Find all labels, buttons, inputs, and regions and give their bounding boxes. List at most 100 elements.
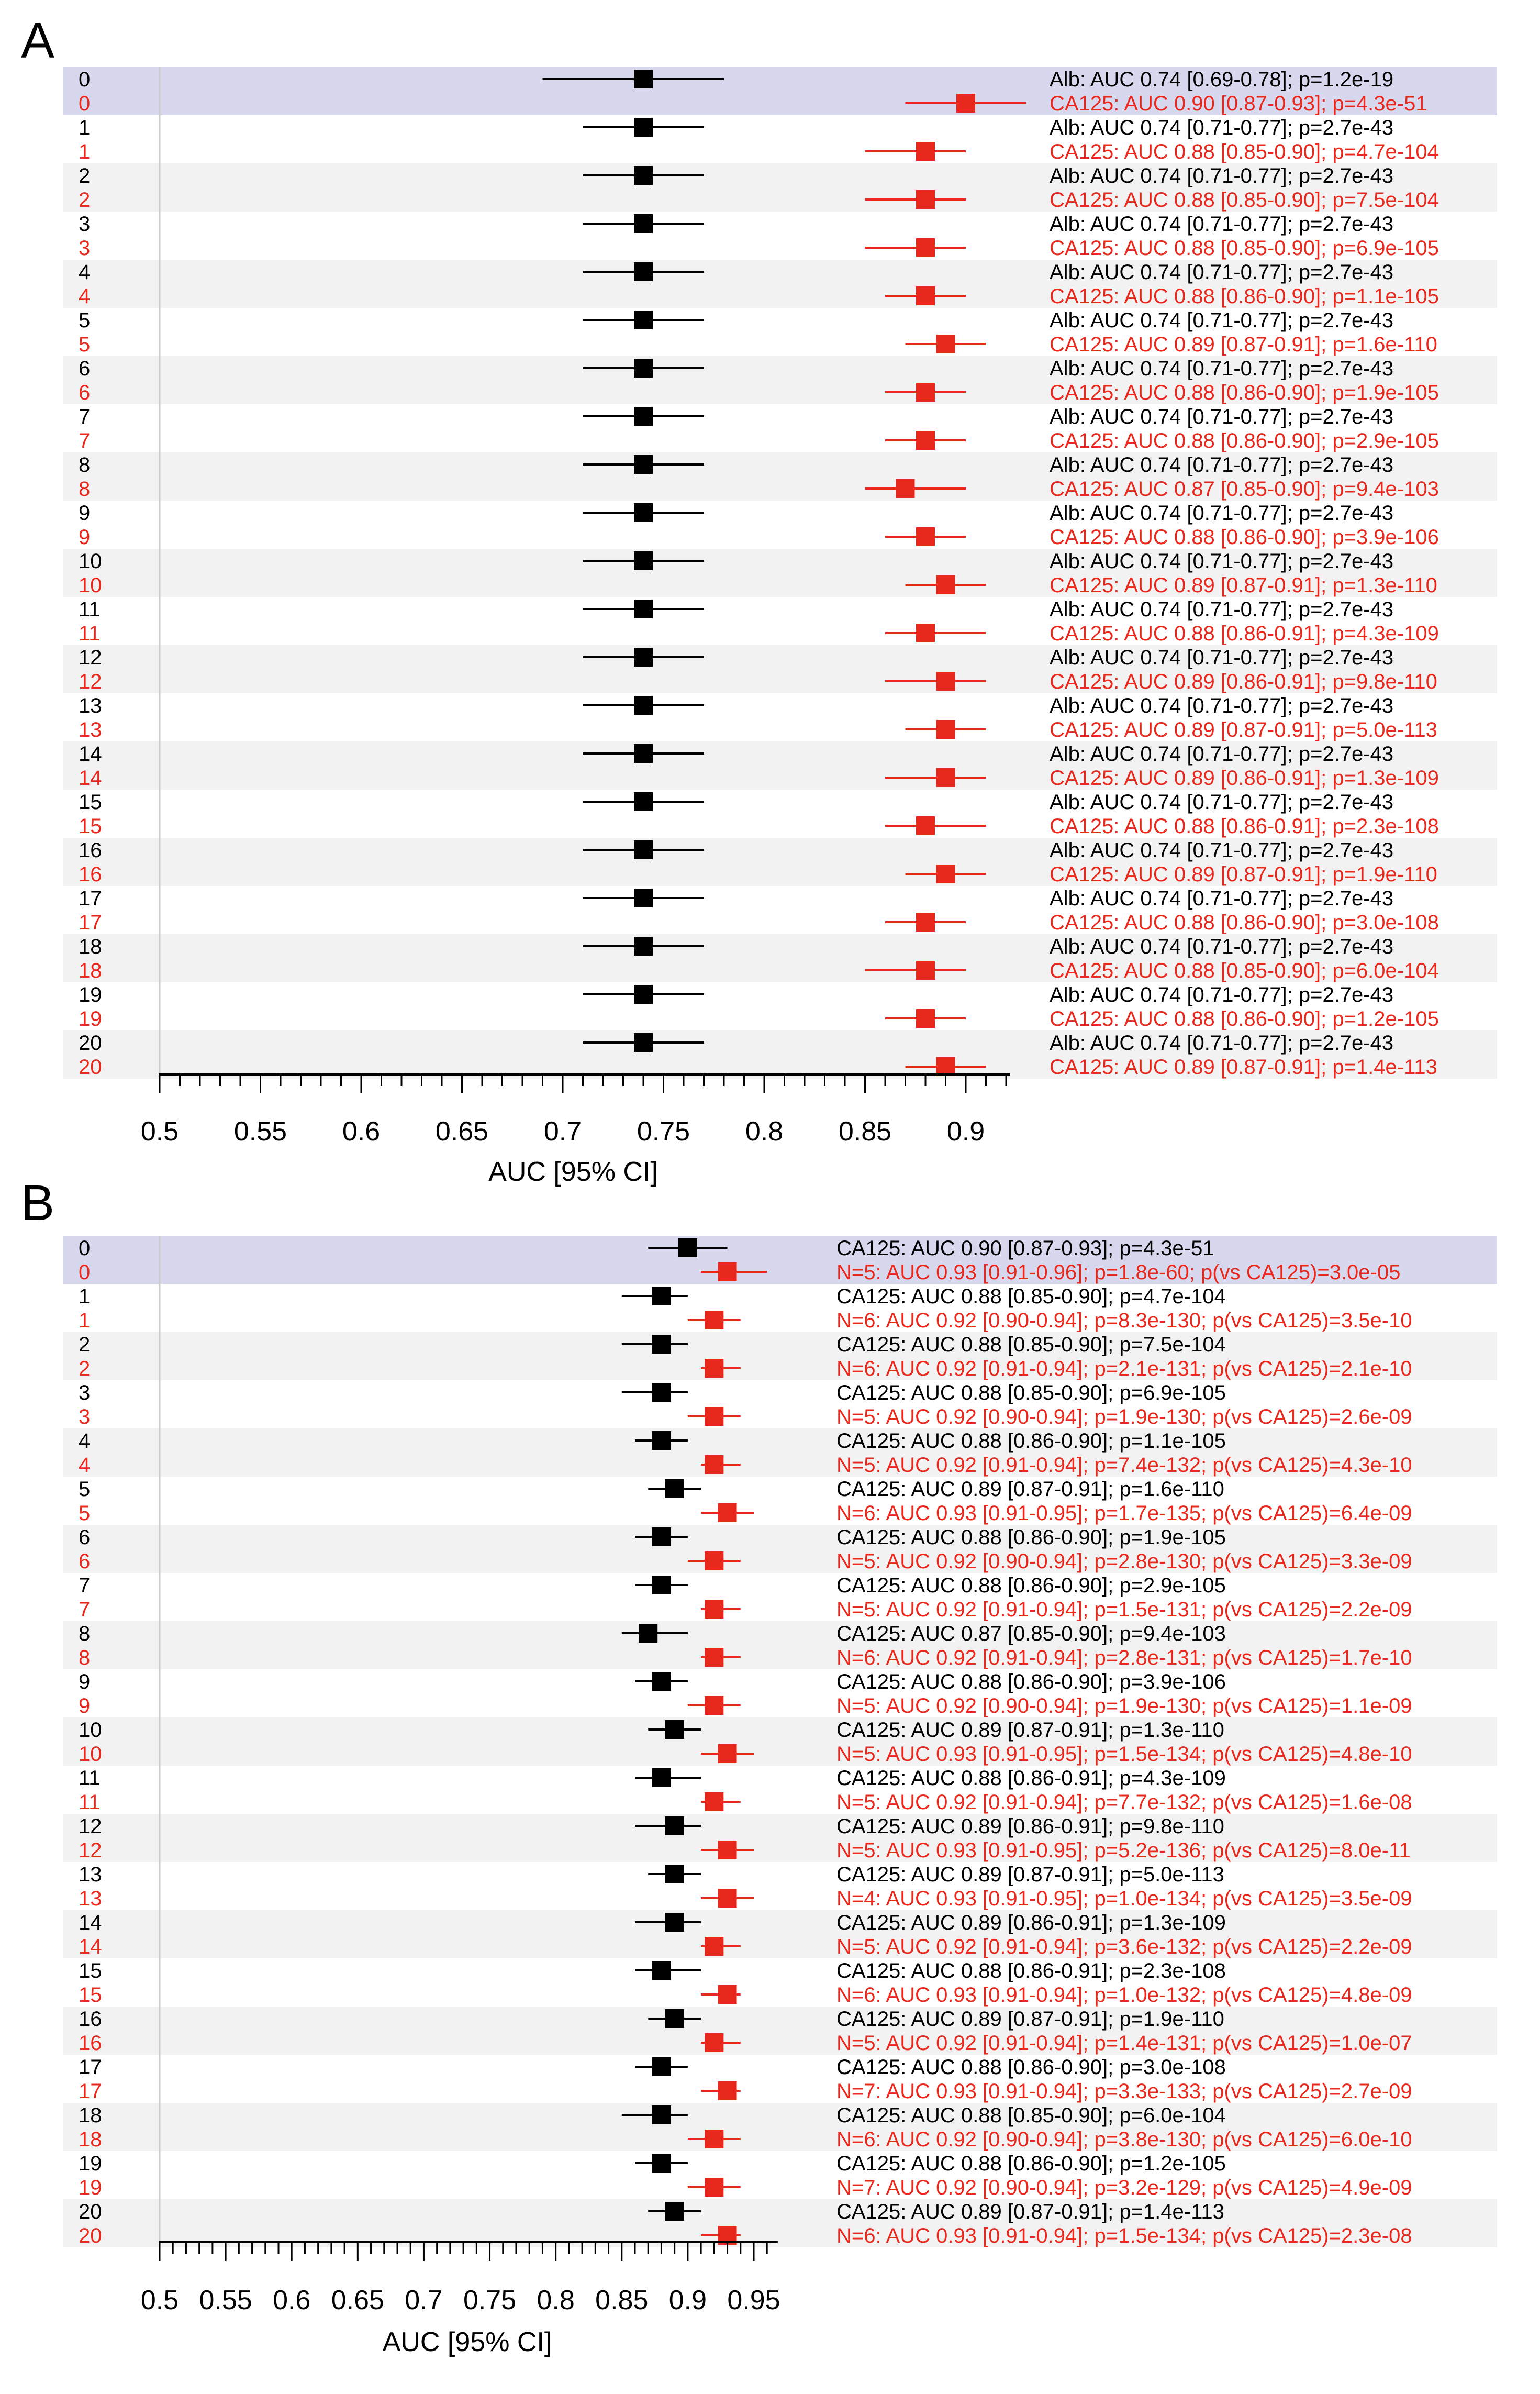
auc-marker	[705, 1407, 724, 1426]
auc-annotation: N=5: AUC 0.92 [0.90-0.94]; p=2.8e-130; p…	[836, 1550, 1412, 1573]
row-stripe	[63, 1910, 1497, 1958]
auc-annotation: CA125: AUC 0.89 [0.87-0.91]; p=1.4e-113	[836, 2200, 1224, 2223]
row-label: 7	[79, 429, 90, 452]
auc-annotation: N=6: AUC 0.93 [0.91-0.94]; p=1.5e-134; p…	[836, 2224, 1412, 2247]
row-stripe	[63, 452, 1497, 501]
auc-marker	[705, 1696, 724, 1715]
auc-marker	[705, 1359, 724, 1378]
auc-annotation: CA125: AUC 0.88 [0.86-0.90]; p=1.9e-105	[1050, 381, 1439, 404]
auc-annotation: Alb: AUC 0.74 [0.71-0.77]; p=2.7e-43	[1050, 887, 1393, 910]
row-label: 16	[79, 2032, 102, 2055]
auc-marker	[634, 648, 653, 667]
row-label: 12	[79, 670, 102, 693]
row-label: 6	[79, 1550, 90, 1573]
row-label: 8	[79, 1646, 90, 1669]
auc-annotation: Alb: AUC 0.74 [0.69-0.78]; p=1.2e-19	[1050, 68, 1393, 91]
row-label: 4	[79, 1429, 90, 1453]
auc-marker	[634, 503, 653, 522]
auc-marker	[936, 768, 955, 787]
auc-annotation: Alb: AUC 0.74 [0.71-0.77]; p=2.7e-43	[1050, 550, 1393, 573]
auc-annotation: CA125: AUC 0.89 [0.87-0.91]; p=1.4e-113	[1050, 1056, 1437, 1079]
row-stripe	[63, 645, 1497, 693]
panel-letter: A	[21, 13, 54, 69]
auc-annotation: N=5: AUC 0.92 [0.91-0.94]; p=3.6e-132; p…	[836, 1935, 1412, 1958]
auc-annotation: N=6: AUC 0.93 [0.91-0.94]; p=1.0e-132; p…	[836, 1983, 1412, 2007]
auc-marker	[916, 431, 935, 450]
row-label: 17	[79, 2056, 102, 2079]
row-label: 10	[79, 1719, 102, 1742]
highlight-band	[63, 67, 1497, 115]
auc-annotation: CA125: AUC 0.87 [0.85-0.90]; p=9.4e-103	[1050, 478, 1439, 501]
auc-annotation: Alb: AUC 0.74 [0.71-0.77]; p=2.7e-43	[1050, 261, 1393, 284]
auc-marker	[652, 1768, 671, 1787]
row-label: 20	[79, 2224, 102, 2247]
auc-marker	[705, 1937, 724, 1956]
row-stripe	[63, 1030, 1497, 1079]
auc-annotation: Alb: AUC 0.74 [0.71-0.77]; p=2.7e-43	[1050, 598, 1393, 621]
auc-marker	[916, 961, 935, 980]
auc-annotation: Alb: AUC 0.74 [0.71-0.77]; p=2.7e-43	[1050, 309, 1393, 332]
auc-marker	[718, 1744, 737, 1763]
auc-marker	[652, 1527, 671, 1546]
auc-annotation: N=5: AUC 0.93 [0.91-0.95]; p=1.5e-134; p…	[836, 1743, 1412, 1766]
auc-marker	[916, 142, 935, 161]
auc-marker	[916, 527, 935, 546]
row-stripe	[63, 1332, 1497, 1380]
auc-marker	[705, 1648, 724, 1667]
auc-annotation: N=5: AUC 0.92 [0.91-0.94]; p=7.4e-132; p…	[836, 1454, 1412, 1477]
auc-marker	[634, 985, 653, 1004]
auc-annotation: CA125: AUC 0.88 [0.86-0.90]; p=3.0e-108	[1050, 911, 1439, 934]
auc-annotation: Alb: AUC 0.74 [0.71-0.77]; p=2.7e-43	[1050, 164, 1393, 187]
auc-marker	[665, 1816, 684, 1835]
row-label: 13	[79, 1863, 102, 1886]
row-label: 2	[79, 1333, 90, 1356]
row-label: 9	[79, 526, 90, 549]
auc-marker	[652, 2154, 671, 2173]
x-tick-label: 0.8	[745, 1116, 783, 1147]
row-label: 6	[79, 357, 90, 380]
row-stripe	[63, 549, 1497, 597]
row-label: 16	[79, 2008, 102, 2031]
row-stripe	[63, 1717, 1497, 1766]
auc-annotation: Alb: AUC 0.74 [0.71-0.77]; p=2.7e-43	[1050, 935, 1393, 958]
auc-marker	[916, 816, 935, 835]
row-label: 12	[79, 1839, 102, 1862]
auc-annotation: N=5: AUC 0.92 [0.91-0.94]; p=7.7e-132; p…	[836, 1791, 1412, 1814]
auc-annotation: CA125: AUC 0.88 [0.85-0.90]; p=4.7e-104	[1050, 140, 1439, 163]
auc-annotation: Alb: AUC 0.74 [0.71-0.77]; p=2.7e-43	[1050, 357, 1393, 380]
row-label: 7	[79, 405, 90, 428]
auc-annotation: N=7: AUC 0.92 [0.90-0.94]; p=3.2e-129; p…	[836, 2176, 1412, 2199]
row-label: 14	[79, 1911, 102, 1934]
auc-annotation: CA125: AUC 0.90 [0.87-0.93]; p=4.3e-51	[836, 1237, 1214, 1260]
auc-marker	[916, 286, 935, 305]
auc-marker	[634, 407, 653, 426]
auc-marker	[718, 1889, 737, 1908]
auc-marker	[936, 672, 955, 691]
row-label: 8	[79, 478, 90, 501]
row-label: 16	[79, 863, 102, 886]
x-tick-label: 0.75	[637, 1116, 690, 1147]
row-label: 7	[79, 1598, 90, 1621]
auc-annotation: CA125: AUC 0.88 [0.86-0.90]; p=1.2e-105	[836, 2152, 1226, 2175]
auc-marker	[634, 1033, 653, 1052]
auc-annotation: N=5: AUC 0.92 [0.90-0.94]; p=1.9e-130; p…	[836, 1694, 1412, 1717]
row-label: 1	[79, 116, 90, 139]
x-tick-label: 0.95	[727, 2285, 780, 2315]
auc-marker	[652, 1672, 671, 1691]
row-stripe	[63, 838, 1497, 886]
highlight-band	[63, 1236, 1497, 1284]
row-label: 9	[79, 1694, 90, 1717]
row-label: 4	[79, 1454, 90, 1477]
auc-marker	[665, 1479, 684, 1498]
auc-marker	[916, 190, 935, 209]
auc-marker	[718, 1841, 737, 1859]
auc-annotation: CA125: AUC 0.88 [0.85-0.90]; p=7.5e-104	[836, 1333, 1226, 1356]
x-tick-label: 0.6	[273, 2285, 310, 2315]
row-label: 16	[79, 839, 102, 862]
auc-marker	[718, 1262, 737, 1281]
row-label: 13	[79, 1887, 102, 1910]
auc-annotation: N=5: AUC 0.93 [0.91-0.96]; p=1.8e-60; p(…	[836, 1261, 1400, 1284]
row-label: 14	[79, 1935, 102, 1958]
x-tick-label: 0.9	[947, 1116, 985, 1147]
